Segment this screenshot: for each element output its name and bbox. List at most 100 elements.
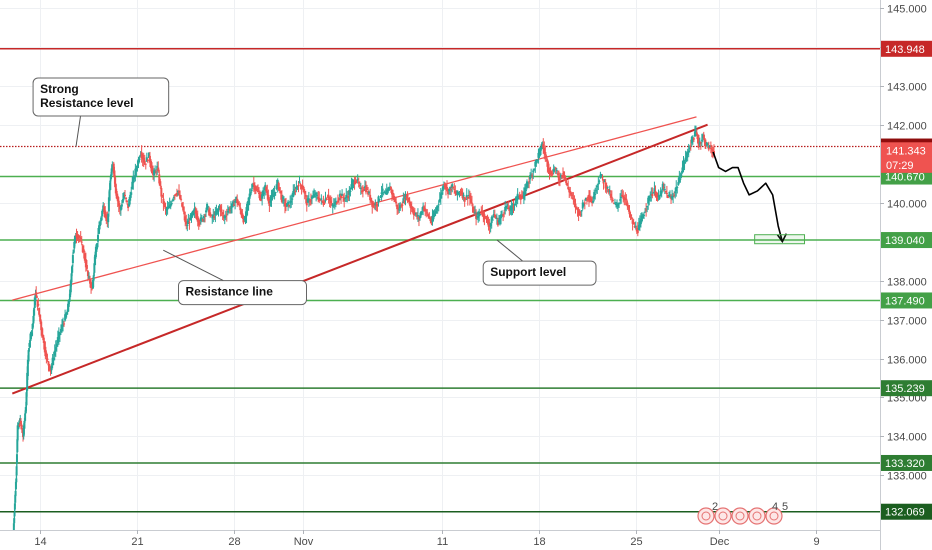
candle-body [65,313,68,318]
candle-body [670,197,673,199]
candle-body [519,195,522,200]
candle-body [331,204,334,207]
candle-body [368,192,371,194]
candle-body [441,186,444,191]
candle-body [585,198,588,200]
candle-body [619,199,622,201]
candle-body [59,328,62,333]
candle-body [107,213,110,223]
candle-body [511,206,514,209]
candle-body [217,207,220,211]
candle-body [208,209,211,216]
candle-body [206,203,209,210]
candle-body [456,190,459,195]
candle-body [202,216,205,219]
candle-body [35,296,38,298]
candle-body [531,175,534,177]
candle-body [93,263,96,273]
candle-body [81,245,84,253]
candle-body [174,193,177,196]
candle-body [520,196,523,199]
level-price-tag [881,503,932,520]
candle-body [491,219,494,221]
candle-body [139,154,142,156]
candle-body [16,439,19,453]
event-count: 5 [782,501,788,513]
candle-body [89,279,92,284]
candle-body [252,183,255,186]
candle-body [212,214,215,218]
candle-body [622,195,625,199]
candle-body [337,198,340,200]
candle-body [317,196,320,199]
candle-body [403,200,406,203]
candle-body [535,159,538,164]
level-price-label: 133.320 [885,458,925,470]
candle-body [696,135,699,140]
candle-body [276,180,279,187]
candle-body [653,188,656,192]
candle-body [665,192,668,195]
x-tick-label: 18 [533,536,545,548]
candle-body [318,197,321,202]
candle-body [209,212,212,215]
candle-body [673,194,676,196]
candle-body [693,131,696,137]
callout-pointer [75,115,82,147]
candle-body [19,418,22,423]
candle-body [680,174,683,176]
candle-body [270,195,273,201]
candle-body [196,216,199,222]
candle-body [604,183,607,189]
candle-body [294,190,297,192]
candle-body [264,184,267,190]
candle-body [631,220,634,224]
candle-body [273,192,276,195]
candle-body [568,189,571,193]
candle-body [210,215,213,217]
candle-body [442,185,445,188]
candle-body [128,199,131,207]
candle-body [205,210,208,213]
time-axis-panel[interactable] [0,530,880,550]
candle-body [629,214,632,217]
candle-body [22,425,25,437]
candle-body [321,200,324,202]
event-icon [748,507,766,525]
candle-body [180,198,183,200]
candle-body [579,214,582,216]
current-price-tag [881,156,932,173]
candle-body [94,246,97,258]
x-tick-label: Dec [710,536,730,548]
candle-body [617,203,620,207]
candle-body [572,197,575,199]
candle-body [31,323,34,330]
candle-body [305,198,308,206]
candle-body [341,193,344,196]
candle-body [637,224,640,230]
candle-body [32,315,35,324]
event-icon-inner [701,511,711,521]
candle-body [595,190,598,192]
candle-body [421,211,424,213]
candle-body [186,224,189,227]
candle-body [251,184,254,188]
candle-body [213,216,216,219]
candle-body [556,173,559,175]
candle-body [551,173,554,175]
candle-body [129,194,132,201]
candle-body [651,193,654,197]
level-price-label: 137.490 [885,295,925,307]
candle-body [417,217,420,220]
candle-body [540,146,543,149]
candle-body [335,202,338,204]
candle-body [153,170,156,176]
x-tick-label: 28 [228,536,240,548]
candle-body [378,198,381,200]
candle-body [428,216,431,219]
candle-body [409,203,412,209]
candle-body [80,241,83,243]
candle-body [540,149,543,151]
candle-body [695,132,698,134]
